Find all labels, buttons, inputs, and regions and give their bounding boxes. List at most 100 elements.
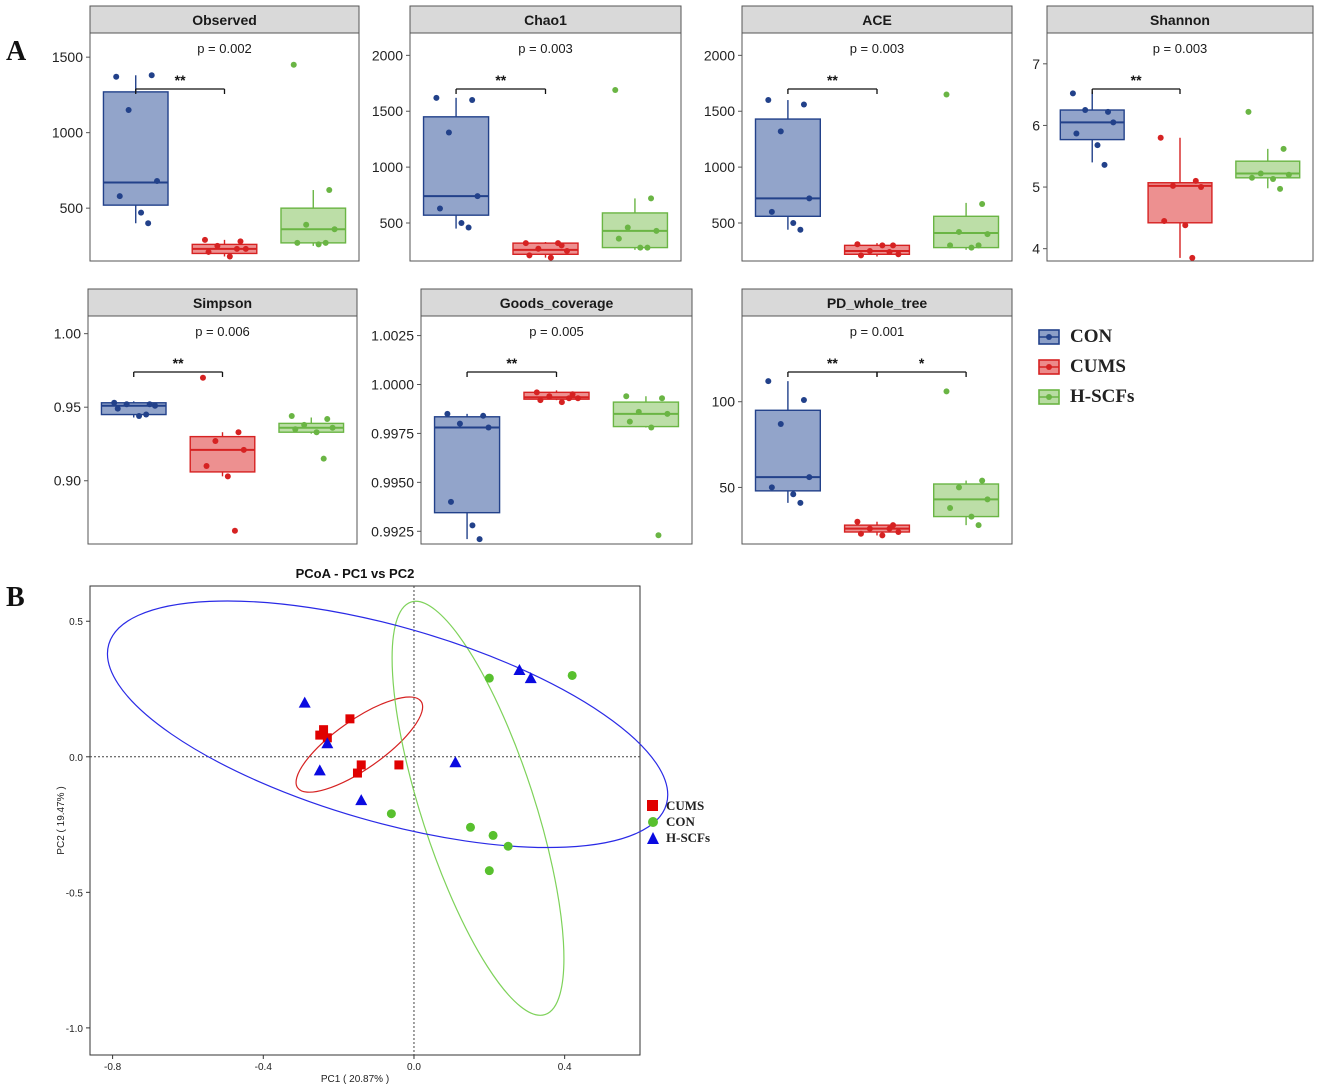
panel-title-ace: ACE [862,12,892,28]
data-point-goods-coverage-h-scfs [664,410,671,417]
data-point-goods-coverage-cums [558,399,565,406]
data-point-shannon-cums [1161,217,1168,224]
box-ace-con [754,118,822,217]
data-point-observed-h-scfs [315,241,322,248]
box-observed-con [102,91,169,206]
data-point-ace-cums [854,241,861,248]
data-point-shannon-con [1094,142,1101,149]
panel-title-simpson: Simpson [193,295,252,311]
pcoa-y-tick-label: 0.0 [69,753,83,764]
data-point-observed-cums [237,238,244,245]
y-tick-label-shannon: 4 [1032,241,1040,257]
data-point-pd-whole-tree-h-scfs [975,522,982,529]
data-point-chao1-con [445,129,452,136]
data-point-simpson-con [146,401,153,408]
pcoa-ellipse-h-scfs [106,600,669,849]
pcoa-point-h-scfs [298,696,311,708]
data-point-ace-h-scfs [947,242,954,249]
data-point-pd-whole-tree-cums [854,518,861,525]
box-goods-coverage-con [433,416,501,514]
data-point-goods-coverage-h-scfs [655,532,662,539]
data-point-goods-coverage-con [485,424,492,431]
data-point-observed-con [148,72,155,79]
y-tick-label-chao1: 500 [380,215,404,231]
data-point-simpson-h-scfs [324,415,331,422]
y-tick-label-ace: 1000 [704,159,735,175]
data-point-simpson-con [114,405,121,412]
data-point-observed-con [145,220,152,227]
box-observed-h-scfs [280,207,347,244]
data-point-chao1-h-scfs [624,224,631,231]
legend-a-key-con [1038,329,1060,345]
pcoa-ellipse-cums [295,696,424,793]
legend-a-item-hscfs: H-SCFs [1036,382,1216,412]
y-tick-label-chao1: 1500 [372,103,403,119]
data-point-pd-whole-tree-con [806,474,813,481]
data-point-ace-h-scfs [975,242,982,249]
data-point-goods-coverage-h-scfs [635,408,642,415]
data-point-shannon-cums [1192,177,1199,184]
pcoa-x-tick-label: 0.4 [558,1062,572,1073]
y-tick-label-shannon: 5 [1032,179,1040,195]
y-tick-label-observed: 500 [60,200,84,216]
pcoa-point-con [386,809,396,819]
data-point-goods-coverage-con [456,420,463,427]
data-point-pd-whole-tree-con [777,421,784,427]
panel-strip-chao1 [409,5,682,34]
pcoa-point-cums [315,730,325,740]
panel-label-a: A [6,36,27,67]
panel-label-b: B [6,582,25,613]
sig-label-shannon: ** [1131,72,1142,88]
data-point-pd-whole-tree-con [765,378,772,385]
data-point-shannon-cums [1189,254,1196,261]
pcoa-y-tick-label: -0.5 [66,888,84,899]
panel-strip-ace [741,5,1013,34]
y-tick-label-simpson: 0.90 [54,473,81,489]
data-point-observed-h-scfs [322,239,329,246]
pcoa-frame [89,585,641,1056]
p-value-observed: p = 0.002 [197,41,252,56]
data-point-pd-whole-tree-con [790,491,797,498]
pcoa-point-con [503,841,513,851]
data-point-observed-con [138,209,145,216]
data-point-observed-con [154,177,161,184]
data-point-goods-coverage-con [476,536,483,543]
panel-strip-shannon [1046,5,1314,34]
data-point-simpson-h-scfs [292,426,299,433]
data-point-ace-con [777,128,784,135]
data-point-goods-coverage-cums [574,395,581,402]
pcoa-x-tick-label: -0.4 [255,1062,273,1073]
data-point-chao1-con [433,94,440,101]
data-point-shannon-cums [1157,134,1164,141]
y-tick-label-ace: 2000 [704,47,735,63]
legend-b-item-con: CON [646,814,766,830]
data-point-ace-cums [879,242,886,249]
data-point-ace-h-scfs [984,231,991,238]
data-point-shannon-h-scfs [1277,185,1284,192]
data-point-ace-h-scfs [943,91,950,98]
data-point-pd-whole-tree-cums [895,529,902,535]
y-tick-label-goods-coverage: 0.9975 [371,425,414,441]
pcoa-x-tick-label: -0.8 [104,1062,122,1073]
data-point-goods-coverage-h-scfs [626,418,633,425]
legend-a-key-cums [1038,359,1060,375]
data-point-shannon-h-scfs [1248,174,1255,181]
data-point-shannon-cums [1182,222,1189,229]
data-point-chao1-con [436,205,443,212]
data-point-ace-con [800,101,807,108]
data-point-simpson-cums [231,527,238,534]
data-point-pd-whole-tree-cums [857,530,864,537]
pcoa-point-cums [345,714,355,724]
data-point-goods-coverage-cums [569,391,576,398]
data-point-ace-cums [895,251,902,258]
data-point-observed-h-scfs [326,187,333,194]
data-point-shannon-con [1110,119,1117,126]
legend-b-key-hscfs [647,832,659,844]
y-tick-label-simpson: 0.95 [54,399,81,415]
pcoa-point-cums [394,760,404,770]
pcoa-point-con [484,866,494,876]
data-point-simpson-cums [199,374,206,381]
data-point-shannon-cums [1198,184,1205,191]
pcoa-point-con [465,822,475,832]
legend-a-item-con: CON [1036,322,1216,352]
